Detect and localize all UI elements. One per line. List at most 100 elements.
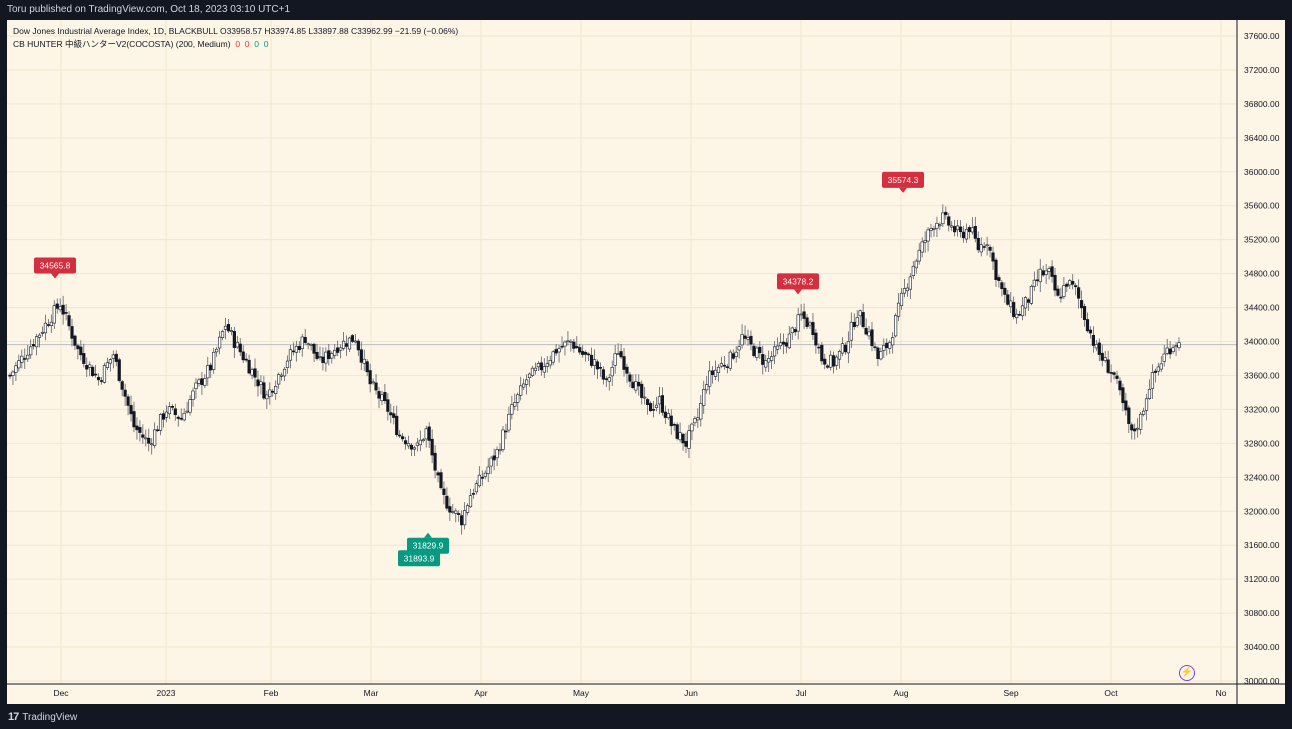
bear-candle [539, 362, 543, 371]
bear-candle [442, 488, 446, 495]
bear-candle [161, 413, 166, 420]
bear-candle [648, 403, 653, 412]
bull-candle [1068, 280, 1072, 286]
bull-candle [799, 313, 803, 316]
bull-candle [229, 330, 234, 332]
bear-candle [85, 365, 89, 370]
bull-candle [282, 368, 287, 377]
bear-candle [1079, 300, 1084, 309]
price-tick-label: 30800.00 [1244, 608, 1280, 618]
bull-candle [1144, 398, 1149, 411]
bull-candle [519, 385, 523, 396]
label-box [882, 171, 924, 188]
bull-candle [767, 358, 771, 363]
tradingview-logo[interactable]: 17 TradingView [8, 711, 77, 723]
chart-panel[interactable]: 34565.8 31893.9 31829.9 34378.2 35574.3 3760… [7, 20, 1285, 704]
bull-candle [1159, 363, 1163, 370]
bull-candle [144, 437, 148, 440]
bull-candle [333, 349, 337, 356]
bear-candle [256, 379, 260, 387]
bear-candle [560, 345, 564, 348]
symbol-legend-row[interactable]: Dow Jones Industrial Average Index, 1D, … [13, 25, 458, 38]
bull-candle [406, 443, 411, 447]
bull-candle [855, 317, 859, 326]
alert-lightning-icon[interactable]: ⚡ [1179, 665, 1195, 681]
bear-candle [232, 331, 236, 348]
time-tick-label: Oct [1104, 688, 1118, 698]
price-tick-label: 36000.00 [1244, 167, 1280, 177]
bull-candle [746, 337, 750, 340]
bull-candle [985, 244, 989, 247]
bear-candle [368, 370, 372, 385]
bear-candle [722, 364, 726, 367]
bull-candle [920, 241, 924, 253]
bull-candle [770, 356, 774, 361]
bull-candle [899, 292, 904, 306]
bear-candle [628, 374, 632, 382]
published-text: Toru published on TradingView.com, Oct 1… [7, 4, 291, 15]
bull-candle [415, 442, 419, 446]
bull-candle [964, 229, 969, 240]
bear-candle [91, 366, 95, 377]
bull-candle [463, 510, 467, 526]
bull-candle [362, 358, 366, 364]
bear-candle [598, 367, 603, 369]
bear-candle [814, 332, 818, 346]
bull-candle [616, 353, 620, 355]
bear-candle [241, 351, 245, 361]
bear-candle [73, 335, 77, 346]
time-axis[interactable]: Dec 2023 Feb Mar Apr May Jun Jul Aug Sep Oct No [7, 683, 1285, 698]
bear-candle [826, 365, 830, 368]
bear-candle [312, 343, 316, 354]
bear-candle [1085, 319, 1090, 332]
bull-candle [530, 367, 535, 376]
bear-candle [991, 252, 995, 262]
bull-candle [867, 331, 871, 337]
bear-candle [604, 378, 608, 380]
bear-candle [315, 352, 319, 359]
bull-candle [542, 366, 546, 373]
ohlc-open: O33958.57 [219, 26, 263, 36]
candles [8, 204, 1181, 535]
bear-candle [595, 361, 600, 370]
bear-candle [135, 425, 139, 431]
bear-candle [681, 433, 685, 444]
bear-candle [619, 351, 623, 358]
label-pointer [51, 273, 59, 279]
bull-candle [182, 412, 186, 421]
bull-candle [687, 430, 691, 449]
bear-candle [1109, 372, 1113, 374]
bear-candle [392, 413, 396, 418]
bull-candle [164, 411, 169, 418]
bull-candle [268, 389, 272, 398]
bear-candle [646, 399, 650, 405]
bear-candle [967, 227, 972, 233]
bull-candle [34, 336, 39, 348]
bear-candle [1003, 287, 1007, 295]
bear-candle [743, 335, 747, 339]
bull-candle [734, 351, 738, 357]
ohlc-change: −21.59 (−0.06%) [394, 26, 459, 36]
bear-candle [953, 226, 957, 233]
bull-candle [194, 382, 198, 390]
bull-candle [705, 384, 709, 391]
bear-candle [651, 409, 656, 411]
label-pointer [424, 532, 432, 538]
swing-high-label: 34378.2 [777, 273, 819, 295]
time-tick-label: Mar [364, 688, 379, 698]
bull-candle [846, 341, 850, 354]
bull-candle [167, 406, 172, 415]
candlestick-chart[interactable]: 34565.8 31893.9 31829.9 34378.2 35574.3 3760… [7, 20, 1285, 704]
price-tick-label: 37200.00 [1244, 65, 1280, 75]
bull-candle [20, 355, 24, 363]
indicator-legend-row[interactable]: CB HUNTER 中級ハンターV2(COCOSTA) (200, Medium… [13, 38, 458, 51]
bear-candle [238, 343, 242, 353]
bear-candle [23, 358, 27, 360]
bull-candle [111, 354, 115, 359]
bull-candle [533, 367, 538, 371]
bear-candle [247, 359, 251, 374]
bear-candle [262, 382, 266, 399]
bear-candle [631, 381, 635, 389]
price-axis[interactable]: 37600.00 37200.00 36800.00 36400.00 36000.00… [1236, 20, 1280, 704]
bear-candle [32, 344, 36, 347]
